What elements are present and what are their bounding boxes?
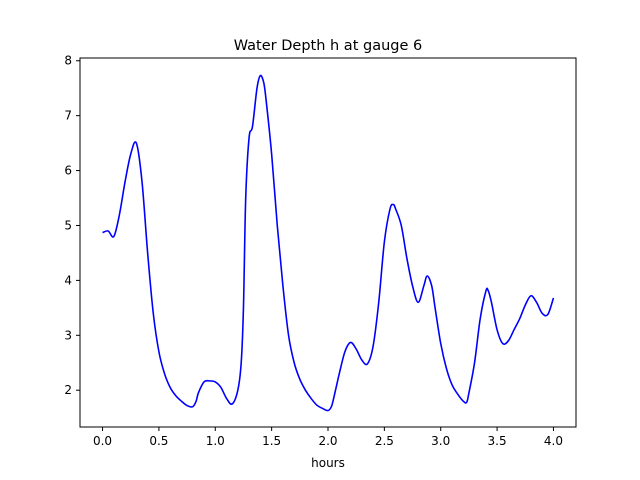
y-tick-label: 4 [64,273,72,287]
chart-title: Water Depth h at gauge 6 [234,38,422,54]
x-axis-label: hours [311,456,345,470]
y-tick-label: 6 [64,164,72,178]
plot-frame [79,57,577,428]
x-tick-label: 4.0 [544,434,563,448]
y-tick-label: 3 [64,328,72,342]
x-tick-label: 2.0 [318,434,337,448]
y-tick-label: 8 [64,54,72,68]
x-axis-ticks: 0.0 0.5 1.0 1.5 2.0 2.5 3.0 3.5 4.0 [93,427,563,448]
series-line-0 [102,74,555,412]
y-tick-label: 2 [64,383,72,397]
y-axis-ticks: 2 3 4 5 6 7 8 [64,54,80,397]
x-tick-label: 1.5 [262,434,281,448]
x-tick-label: 1.0 [206,434,225,448]
plot-area [102,74,555,412]
y-tick-label: 7 [64,109,72,123]
x-tick-label: 2.5 [375,434,394,448]
x-tick-label: 3.5 [488,434,507,448]
x-tick-label: 0.0 [93,434,112,448]
x-tick-label: 3.0 [431,434,450,448]
x-tick-label: 0.5 [149,434,168,448]
y-tick-label: 5 [64,218,72,232]
